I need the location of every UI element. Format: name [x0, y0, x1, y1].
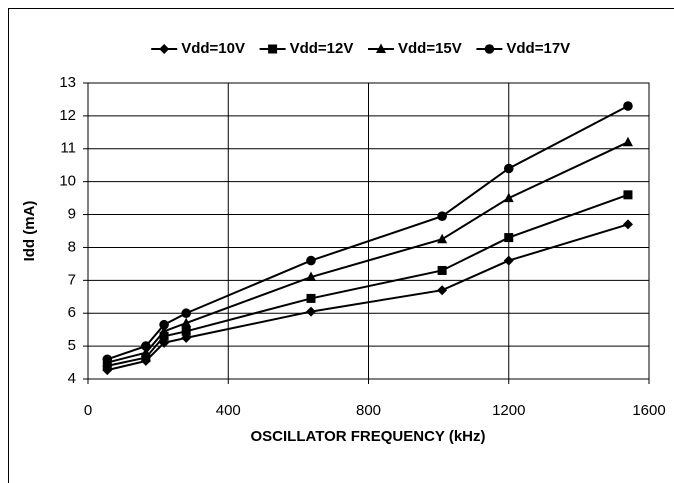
y-tick-label: 5 [68, 337, 76, 354]
marker [141, 353, 151, 363]
marker [181, 308, 191, 319]
marker [376, 43, 386, 53]
y-tick-label: 4 [68, 370, 76, 387]
marker [305, 271, 316, 282]
y-axis-title: Idd (mA) [21, 201, 38, 262]
legend-label: Vdd=17V [506, 40, 570, 57]
marker [503, 192, 514, 203]
marker [159, 325, 170, 336]
x-tick-label: 1600 [632, 402, 665, 419]
plot-area [87, 82, 650, 380]
marker [268, 44, 278, 54]
series-line [107, 223, 629, 372]
outer-border [8, 8, 674, 483]
marker [437, 211, 447, 221]
marker [159, 319, 169, 330]
marker [102, 354, 113, 365]
x-tick-label: 0 [84, 402, 92, 419]
y-tick-label: 10 [59, 173, 76, 190]
marker [622, 219, 633, 230]
marker [306, 255, 316, 266]
y-tick-label: 6 [68, 304, 76, 321]
marker [503, 255, 514, 266]
marker [437, 265, 447, 275]
x-tick-label: 1200 [492, 402, 525, 419]
marker [305, 306, 316, 317]
marker [503, 163, 514, 174]
marker [159, 44, 170, 54]
y-tick-label: 7 [68, 271, 76, 288]
marker [159, 331, 169, 341]
legend-label: Vdd=15V [398, 40, 462, 57]
x-tick-label: 400 [216, 402, 241, 419]
marker [437, 233, 448, 244]
y-tick-label: 13 [59, 74, 76, 91]
marker [504, 233, 514, 243]
marker [437, 285, 448, 296]
marker [181, 326, 191, 336]
marker [140, 347, 151, 357]
y-tick-label: 8 [68, 238, 76, 255]
x-tick-label: 800 [356, 402, 381, 419]
y-tick-label: 12 [59, 107, 76, 124]
marker [484, 44, 495, 54]
y-tick-label: 11 [60, 140, 76, 157]
y-tick-label: 9 [68, 206, 76, 223]
marker [622, 136, 633, 147]
marker [623, 101, 633, 111]
x-axis-title: OSCILLATOR FREQUENCY (kHz) [250, 428, 485, 445]
marker [306, 293, 316, 303]
marker [141, 341, 151, 351]
marker [181, 317, 192, 328]
legend-label: Vdd=10V [181, 40, 245, 57]
legend-label: Vdd=12V [290, 40, 354, 57]
marker [623, 190, 633, 200]
